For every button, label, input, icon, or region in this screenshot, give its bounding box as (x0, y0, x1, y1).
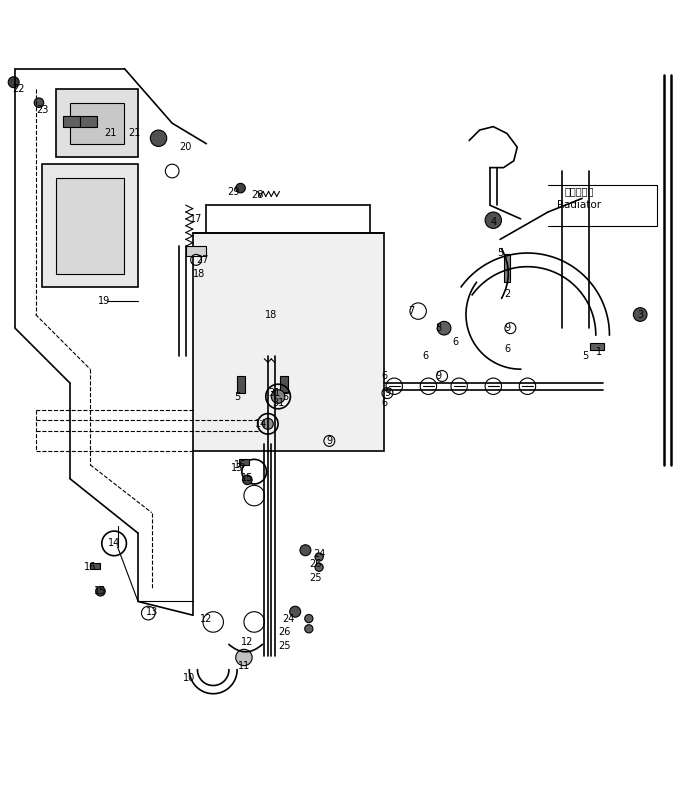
Text: 25: 25 (279, 641, 291, 651)
Circle shape (8, 77, 19, 88)
Text: 6: 6 (381, 371, 387, 381)
Text: 6: 6 (381, 398, 387, 408)
Bar (504, 255, 510, 282)
Bar (186, 246, 206, 256)
Text: 23: 23 (36, 105, 49, 114)
Text: 4: 4 (490, 217, 497, 228)
Text: 8: 8 (436, 324, 442, 333)
Text: 5: 5 (497, 248, 504, 258)
Bar (56, 178, 124, 274)
Text: 9: 9 (384, 388, 390, 398)
Text: 27: 27 (197, 255, 209, 265)
Text: 15: 15 (94, 586, 106, 596)
Text: 24: 24 (313, 549, 325, 558)
Text: 13: 13 (145, 607, 158, 617)
Bar (56, 89, 138, 157)
Bar (193, 232, 384, 451)
Text: 25: 25 (309, 573, 322, 583)
Text: 14: 14 (255, 419, 267, 429)
Circle shape (95, 587, 105, 596)
Text: 1: 1 (596, 347, 602, 357)
Text: 31: 31 (268, 388, 281, 398)
Bar (70, 103, 124, 144)
Text: 29: 29 (228, 186, 240, 197)
Circle shape (289, 607, 300, 617)
Text: 26: 26 (279, 627, 291, 638)
Circle shape (34, 98, 44, 108)
Circle shape (305, 625, 313, 633)
Text: 16: 16 (84, 562, 96, 573)
Circle shape (315, 553, 323, 561)
Bar (591, 343, 604, 350)
Text: 6: 6 (422, 351, 428, 361)
Text: ラジエータ: ラジエータ (564, 186, 593, 197)
Text: 10: 10 (183, 673, 196, 683)
Text: 18: 18 (193, 269, 206, 278)
Circle shape (271, 389, 285, 404)
Text: 6: 6 (504, 343, 510, 354)
Text: 24: 24 (282, 614, 294, 623)
Bar (237, 376, 246, 393)
Text: 21: 21 (104, 128, 117, 139)
Bar (43, 164, 138, 287)
Text: 6: 6 (453, 337, 459, 347)
Text: 5: 5 (282, 392, 288, 401)
Text: Radiator: Radiator (556, 200, 601, 210)
Circle shape (315, 563, 323, 572)
Circle shape (305, 615, 313, 623)
Bar (280, 376, 288, 393)
Text: 31: 31 (272, 398, 284, 408)
Bar (239, 459, 249, 465)
Text: 9: 9 (504, 324, 510, 333)
Circle shape (243, 475, 252, 485)
Text: 14: 14 (108, 538, 120, 549)
Text: 13: 13 (231, 463, 244, 473)
Text: 3: 3 (637, 309, 643, 320)
Bar (63, 117, 80, 127)
Text: 16: 16 (235, 460, 247, 469)
Text: 5: 5 (582, 351, 589, 361)
Text: 12: 12 (200, 614, 213, 623)
Text: 18: 18 (265, 309, 277, 320)
Text: 9: 9 (436, 371, 442, 381)
Text: 2: 2 (504, 289, 510, 299)
Text: 28: 28 (251, 190, 264, 200)
Text: 22: 22 (12, 84, 25, 94)
Circle shape (262, 419, 273, 429)
Text: 11: 11 (238, 661, 250, 672)
Bar (80, 117, 97, 127)
Text: 5: 5 (234, 392, 240, 401)
Circle shape (300, 545, 311, 556)
Bar (90, 563, 99, 569)
Circle shape (485, 212, 501, 228)
Text: 7: 7 (408, 306, 414, 316)
Text: 9: 9 (327, 436, 333, 446)
Text: 19: 19 (97, 296, 110, 306)
Circle shape (633, 308, 647, 321)
Text: 21: 21 (128, 128, 141, 139)
Circle shape (150, 130, 167, 147)
Text: 15: 15 (241, 473, 254, 484)
Text: 26: 26 (309, 559, 322, 569)
Text: 20: 20 (180, 142, 192, 152)
Text: 12: 12 (241, 638, 254, 647)
Circle shape (236, 649, 252, 665)
Circle shape (236, 183, 246, 193)
Circle shape (437, 321, 451, 335)
Text: 17: 17 (190, 214, 202, 224)
